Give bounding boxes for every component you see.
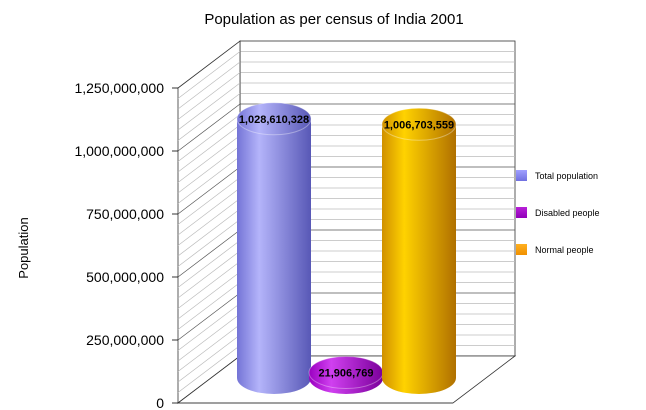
side-gridline xyxy=(177,240,241,288)
side-gridline xyxy=(177,282,241,330)
data-label: 21,906,769 xyxy=(318,367,373,379)
data-label: 1,028,610,328 xyxy=(239,114,309,126)
side-gridline xyxy=(177,261,241,309)
legend-item: Total population xyxy=(516,170,598,181)
side-gridline xyxy=(177,334,241,383)
side-gridline xyxy=(177,103,241,152)
y-tick-label: 750,000,000 xyxy=(86,206,164,222)
y-tick-label: 1,000,000,000 xyxy=(74,143,164,159)
side-gridline xyxy=(177,198,241,246)
cylinder-bar: 1,006,703,559 xyxy=(381,107,457,394)
side-gridline xyxy=(177,187,241,236)
side-gridline xyxy=(177,114,241,162)
data-label: 1,006,703,559 xyxy=(384,119,454,131)
cylinder-top xyxy=(381,107,457,141)
legend-label: Disabled people xyxy=(535,208,600,218)
side-gridline xyxy=(177,345,241,393)
legend-label: Total population xyxy=(535,171,598,181)
side-gridline xyxy=(177,166,241,215)
y-axis-ticks: 0 250,000,000 500,000,000 750,000,000 1,000,… xyxy=(74,80,178,410)
cylinder-bars: 1,028,610,328 21,906,769 1,006,703,559 xyxy=(236,102,457,394)
legend-item: Disabled people xyxy=(516,207,600,218)
legend: Total population Disabled people Normal pe… xyxy=(516,170,600,255)
y-tick-label: 500,000,000 xyxy=(86,269,164,285)
y-tick-label: 1,250,000,000 xyxy=(74,80,164,96)
side-gridline xyxy=(177,219,241,267)
side-gridline xyxy=(177,51,241,99)
legend-label: Normal people xyxy=(535,245,594,255)
side-gridline xyxy=(177,61,241,110)
side-gridline xyxy=(177,145,241,194)
legend-swatch xyxy=(516,244,527,255)
side-gridline xyxy=(177,271,241,320)
cylinder-body xyxy=(237,118,311,379)
side-gridline xyxy=(177,303,241,351)
cylinder-body xyxy=(382,124,456,378)
y-axis-label: Population xyxy=(16,217,31,278)
side-gridline xyxy=(177,313,241,362)
side-gridline xyxy=(177,208,241,257)
legend-item: Normal people xyxy=(516,244,594,255)
y-tick-label: 250,000,000 xyxy=(86,332,164,348)
side-gridline xyxy=(177,250,241,299)
side-gridline xyxy=(177,292,241,341)
chart-side-wall xyxy=(177,40,241,404)
cylinder-bar: 21,906,769 xyxy=(308,355,384,394)
legend-swatch xyxy=(516,207,527,218)
y-tick-label: 0 xyxy=(156,395,164,410)
cylinder-bar: 1,028,610,328 xyxy=(236,102,312,394)
side-gridline xyxy=(177,93,241,141)
side-gridline xyxy=(177,72,241,120)
chart-title: Population as per census of India 2001 xyxy=(204,11,463,28)
side-gridline xyxy=(177,82,241,131)
cylinder-top xyxy=(236,102,312,136)
side-gridline xyxy=(177,324,241,372)
side-gridline xyxy=(177,177,241,225)
side-gridline xyxy=(177,156,241,204)
side-gridline xyxy=(177,135,241,183)
side-gridline xyxy=(177,229,241,278)
legend-swatch xyxy=(516,170,527,181)
side-gridline xyxy=(177,124,241,173)
